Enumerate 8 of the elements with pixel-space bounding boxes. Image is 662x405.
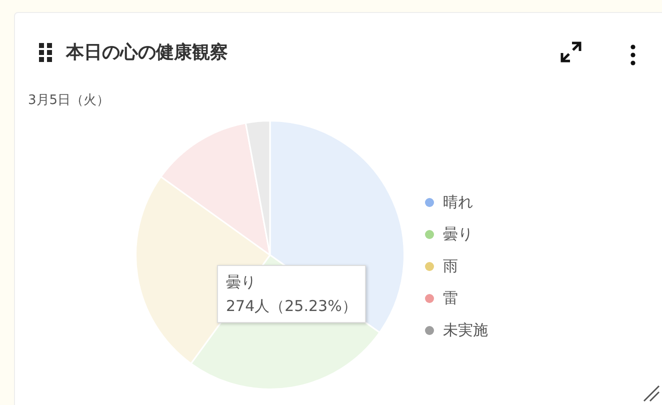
legend-label: 雨 — [443, 256, 458, 276]
legend-label: 晴れ — [443, 192, 473, 212]
legend-label: 雷 — [443, 288, 458, 308]
text: 曇り 274人（25.23%） — [217, 265, 366, 323]
chart-title: 本日の心の健康観察 — [66, 41, 228, 64]
chart-subtitle: 3月5日（火） — [28, 92, 110, 109]
legend-label: 曇り — [443, 224, 473, 244]
legend-label: 未実施 — [443, 320, 488, 340]
